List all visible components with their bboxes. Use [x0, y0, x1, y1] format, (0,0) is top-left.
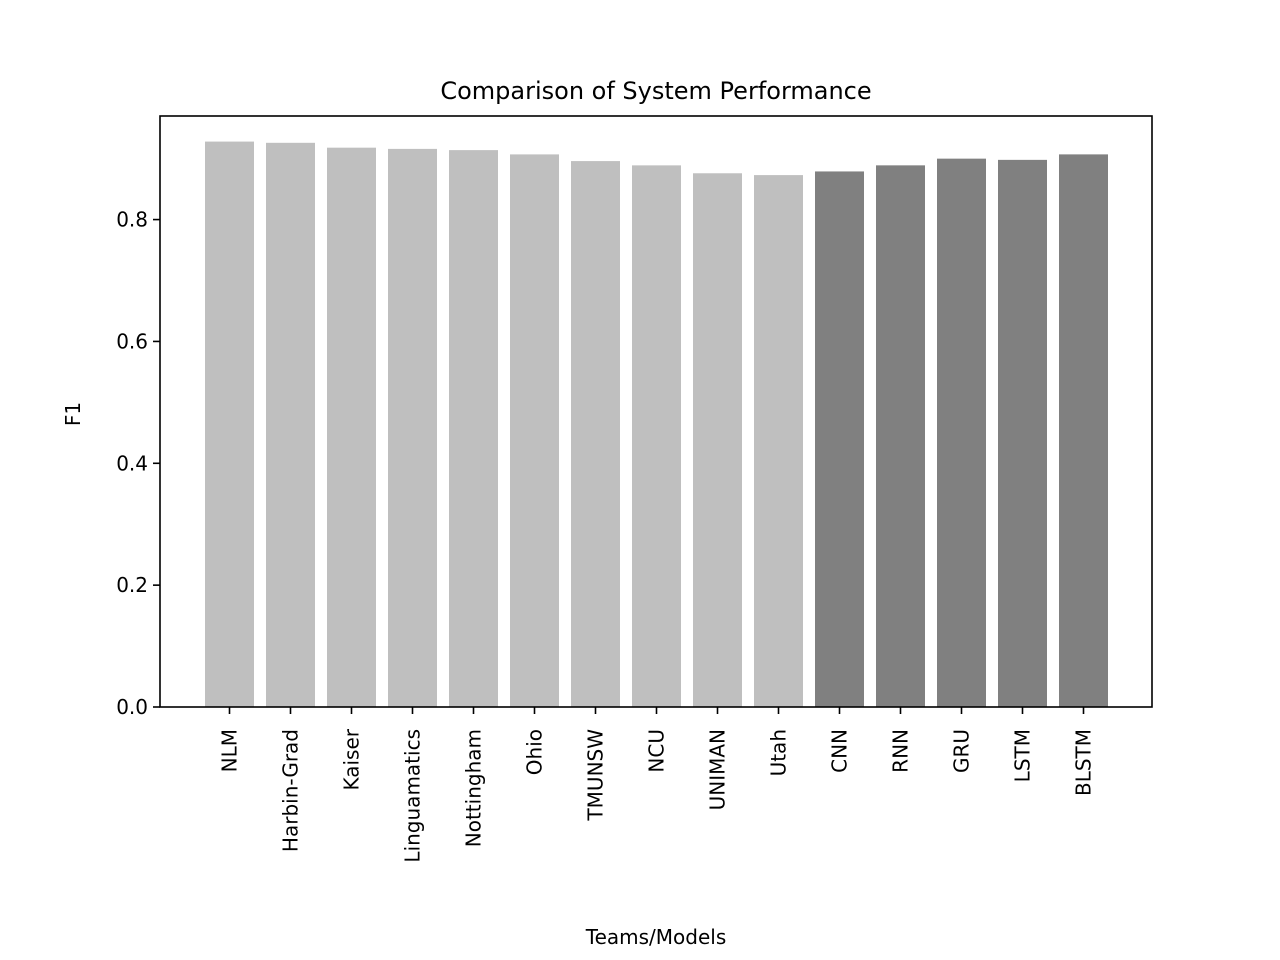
bar-kaiser	[327, 147, 376, 707]
bar-uniman	[693, 173, 742, 707]
bar-nottingham	[449, 150, 498, 707]
bar-linguamatics	[388, 148, 437, 707]
y-tick-label: 0.4	[116, 451, 148, 475]
x-tick-label: NCU	[645, 729, 669, 773]
bar-nlm	[205, 141, 254, 708]
bar-utah	[754, 175, 803, 708]
y-tick-label: 0.8	[116, 208, 148, 232]
x-tick-label: UNIMAN	[706, 729, 730, 810]
x-axis: NLM Harbin-Grad Kaiser Linguamatics Nottingh…	[218, 707, 1096, 863]
x-tick-label: BLSTM	[1072, 729, 1096, 796]
x-tick-label: Nottingham	[462, 729, 486, 847]
y-axis-label: F1	[61, 402, 85, 426]
y-tick-label: 0.6	[116, 329, 148, 353]
bar-rnn	[876, 165, 925, 708]
bar-ncu	[632, 165, 681, 708]
x-tick-label: LSTM	[1011, 729, 1035, 782]
x-tick-label: TMUNSW	[584, 729, 608, 822]
x-tick-label: NLM	[218, 729, 242, 772]
bar-lstm	[998, 159, 1047, 707]
x-tick-label: Kaiser	[340, 728, 364, 790]
y-tick-label: 0.0	[116, 695, 148, 719]
bars-group	[205, 141, 1108, 708]
bar-gru	[937, 158, 986, 707]
x-tick-label: Harbin-Grad	[279, 729, 303, 852]
x-tick-label: Linguamatics	[401, 729, 425, 863]
y-tick-label: 0.2	[116, 573, 148, 597]
bar-blstm	[1059, 154, 1108, 707]
bar-tmunsw	[571, 161, 620, 708]
x-tick-label: Utah	[767, 729, 791, 776]
bar-ohio	[510, 154, 559, 707]
x-tick-label: CNN	[828, 729, 852, 773]
x-tick-label: GRU	[950, 729, 974, 773]
x-tick-label: Ohio	[523, 729, 547, 775]
x-axis-label: Teams/Models	[585, 925, 727, 949]
chart-title: Comparison of System Performance	[440, 77, 871, 105]
x-tick-label: RNN	[889, 729, 913, 773]
bar-harbin-grad	[266, 142, 315, 707]
bar-cnn	[815, 171, 864, 707]
y-axis: 0.0 0.2 0.4 0.6 0.8	[116, 208, 160, 719]
